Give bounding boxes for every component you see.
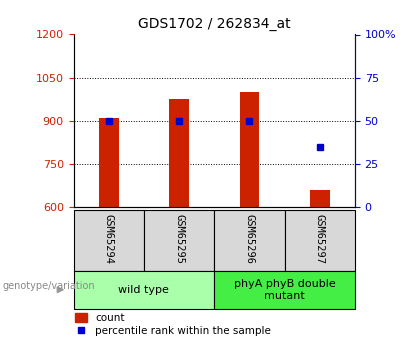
Bar [214, 210, 285, 271]
Text: phyA phyB double
mutant: phyA phyB double mutant [234, 279, 336, 300]
Bar [74, 271, 214, 309]
Bar [214, 271, 355, 309]
Text: genotype/variation: genotype/variation [2, 282, 95, 291]
Bar [169, 99, 189, 207]
Bar [144, 210, 214, 271]
Bar [74, 210, 144, 271]
Text: GSM65296: GSM65296 [244, 215, 255, 264]
Bar [285, 210, 355, 271]
Text: GSM65297: GSM65297 [315, 215, 325, 264]
Bar [310, 190, 330, 207]
Text: GSM65294: GSM65294 [104, 215, 114, 264]
Text: wild type: wild type [118, 285, 169, 295]
Title: GDS1702 / 262834_at: GDS1702 / 262834_at [138, 17, 291, 31]
Bar [99, 118, 118, 207]
Text: GSM65295: GSM65295 [174, 215, 184, 264]
Bar [239, 92, 259, 207]
Legend: count, percentile rank within the sample: count, percentile rank within the sample [74, 313, 271, 336]
